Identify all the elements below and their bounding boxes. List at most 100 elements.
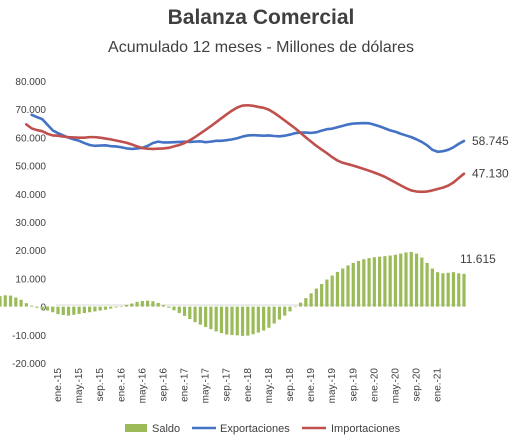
saldo-bar	[72, 306, 76, 315]
saldo-bar	[309, 293, 313, 307]
exportaciones-line	[30, 113, 466, 154]
saldo-bar	[109, 306, 113, 309]
saldo-bar	[457, 273, 461, 307]
x-tick-label: ene.-20	[369, 368, 380, 402]
x-tick-label: may.-16	[137, 368, 148, 404]
saldo-bar	[88, 306, 92, 313]
saldo-bar	[256, 306, 260, 333]
x-tick-label: may.-15	[74, 368, 85, 404]
saldo-bar	[172, 306, 176, 311]
saldo-bar	[272, 306, 276, 324]
x-tick-label: sep.-20	[412, 368, 423, 402]
legend-label-exportaciones: Exportaciones	[220, 423, 290, 435]
saldo-bar	[283, 306, 287, 316]
chart-subtitle: Acumulado 12 meses - Millones de dólares	[108, 39, 414, 56]
x-tick-label: ene.-16	[116, 368, 127, 402]
saldo-bar	[409, 251, 413, 307]
legend-swatch-saldo	[125, 424, 147, 432]
end-label-saldo: 11.615	[460, 252, 496, 266]
saldo-bar	[140, 300, 144, 307]
saldo-bar	[77, 306, 81, 314]
legend: Saldo Exportaciones Importaciones	[125, 423, 401, 435]
saldo-bar	[393, 254, 398, 307]
saldo-bar	[30, 305, 34, 307]
saldo-bar	[399, 253, 403, 307]
x-tick-label: ene.-17	[180, 368, 191, 402]
saldo-bar	[430, 268, 434, 307]
x-tick-label: sep.-19	[348, 368, 359, 402]
saldo-bar	[362, 259, 366, 307]
saldo-bar	[262, 306, 266, 331]
saldo-bar	[193, 306, 197, 323]
y-tick-label: 20.000	[15, 246, 46, 257]
x-tick-label: sep.-17	[222, 368, 233, 402]
saldo-bar	[135, 301, 139, 307]
x-tick-label: sep.-16	[158, 368, 169, 402]
saldo-bar	[335, 271, 340, 307]
series-lines	[25, 103, 466, 194]
y-tick-label: 10.000	[15, 274, 46, 285]
saldo-bar	[51, 306, 55, 313]
saldo-bar	[378, 256, 382, 307]
saldo-bars	[0, 251, 466, 336]
saldo-bar	[3, 295, 7, 307]
y-tick-label: 60.000	[15, 133, 46, 144]
saldo-bar	[330, 275, 334, 307]
saldo-bar	[61, 306, 65, 316]
saldo-bar	[130, 303, 134, 307]
saldo-bar	[230, 306, 234, 336]
saldo-bar	[182, 306, 187, 316]
saldo-bar	[8, 295, 13, 307]
legend-label-importaciones: Importaciones	[331, 423, 401, 435]
saldo-bar	[103, 306, 108, 310]
y-axis: 80.000 70.000 60.000 50.000 40.000 30.000 20.0…	[12, 77, 46, 370]
saldo-bar	[19, 299, 23, 307]
x-tick-label: ene.-18	[243, 368, 254, 402]
saldo-bar	[325, 279, 329, 307]
saldo-bar	[240, 306, 245, 336]
saldo-bar	[251, 306, 255, 335]
saldo-bar	[356, 260, 361, 307]
x-tick-label: ene.-21	[433, 368, 444, 402]
saldo-bar	[367, 258, 371, 307]
saldo-bar	[119, 306, 123, 307]
saldo-bar	[420, 257, 424, 307]
x-tick-label: ene.-19	[306, 368, 317, 402]
y-tick-label: 80.000	[15, 77, 46, 88]
y-tick-label: 50.000	[15, 162, 46, 173]
x-tick-label: ene.-15	[53, 368, 64, 402]
saldo-bar	[346, 265, 350, 307]
saldo-bar	[146, 300, 150, 307]
saldo-bar	[198, 306, 202, 325]
saldo-bar	[93, 306, 97, 312]
saldo-bar	[0, 296, 2, 307]
saldo-bar	[204, 306, 208, 327]
saldo-bar	[304, 298, 308, 307]
saldo-bar	[161, 305, 166, 307]
saldo-bar	[114, 306, 118, 308]
legend-label-saldo: Saldo	[152, 423, 180, 435]
x-tick-label: may.-19	[327, 368, 338, 404]
importaciones-line	[25, 103, 466, 194]
saldo-bar	[24, 303, 28, 307]
saldo-bar	[151, 301, 155, 307]
saldo-bar	[414, 253, 419, 307]
x-tick-label: sep.-15	[95, 368, 106, 402]
saldo-bar	[288, 306, 292, 312]
saldo-bar	[225, 306, 229, 335]
x-tick-label: may.-18	[264, 368, 275, 404]
saldo-bar	[351, 262, 355, 307]
saldo-bar	[214, 306, 218, 332]
y-tick-label: 30.000	[15, 218, 46, 229]
y-tick-label: 40.000	[15, 190, 46, 201]
saldo-bar	[341, 268, 345, 307]
saldo-bar	[314, 288, 318, 307]
saldo-bar	[383, 256, 387, 307]
chart-title: Balanza Comercial	[167, 6, 355, 29]
saldo-bar	[219, 306, 224, 334]
saldo-bar	[167, 306, 171, 308]
x-tick-label: may.-20	[390, 368, 401, 404]
saldo-bar	[246, 306, 250, 336]
saldo-bar	[45, 306, 50, 311]
